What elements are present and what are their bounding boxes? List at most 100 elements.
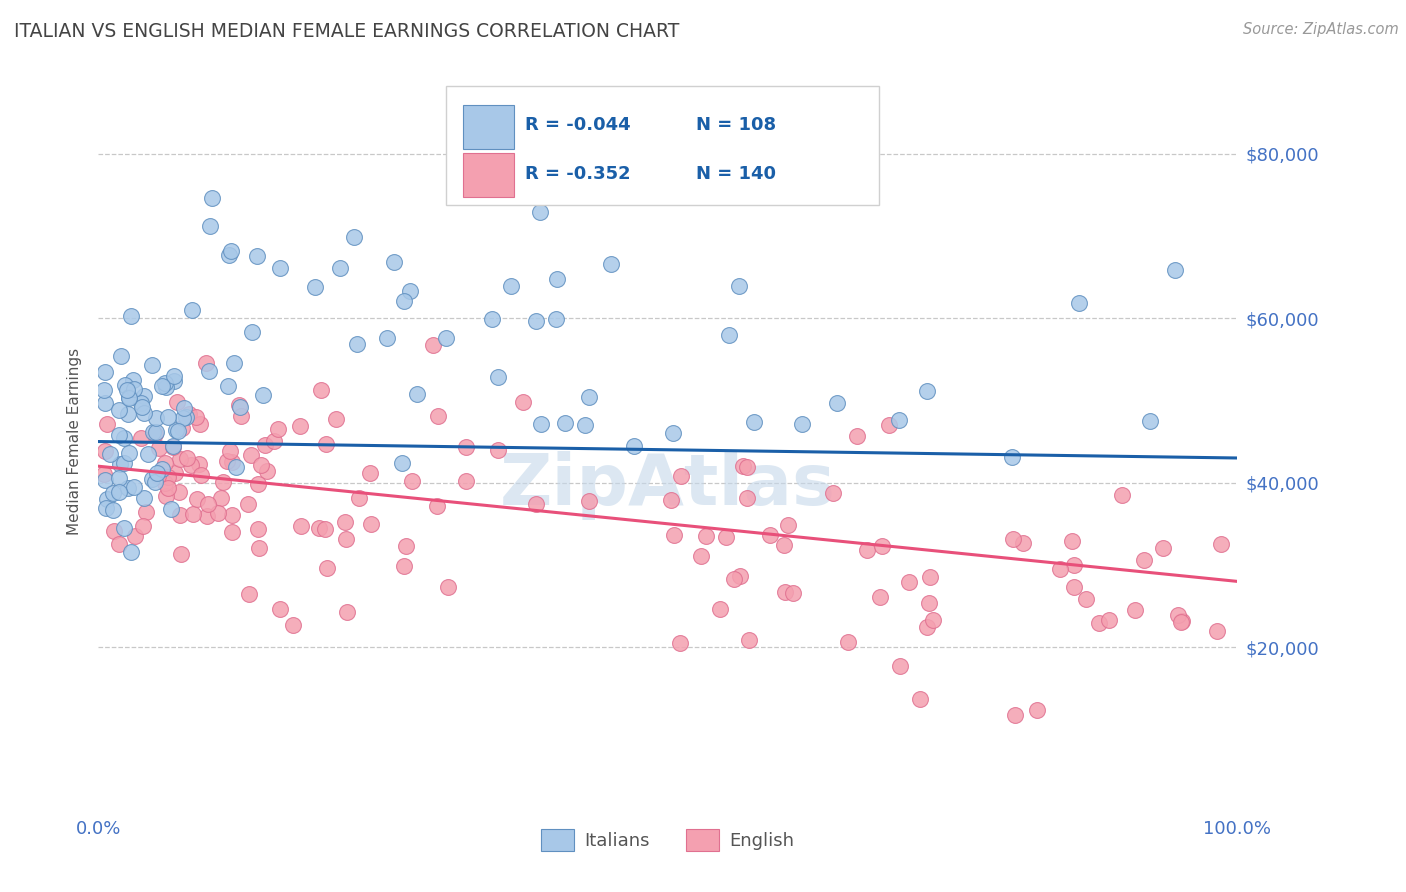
English (401, 474, 423, 488)
Italians (481, 312, 503, 326)
Italians (136, 447, 159, 461)
Italians (117, 407, 139, 421)
English (454, 441, 477, 455)
Legend: Italians, English: Italians, English (534, 822, 801, 858)
English (153, 456, 176, 470)
Italians (132, 491, 155, 506)
English (872, 539, 894, 553)
Italians (118, 390, 141, 404)
Text: R = -0.352: R = -0.352 (526, 164, 631, 183)
English (1088, 615, 1111, 630)
Italians (382, 255, 405, 269)
Italians (96, 492, 118, 507)
English (143, 427, 166, 442)
Italians (718, 327, 741, 342)
FancyBboxPatch shape (463, 153, 515, 197)
English (1171, 615, 1194, 629)
Italians (499, 278, 522, 293)
English (659, 493, 682, 508)
English (335, 532, 357, 546)
Italians (599, 257, 621, 271)
English (211, 491, 233, 505)
English (1133, 553, 1156, 567)
Italians (131, 400, 153, 414)
Text: N = 108: N = 108 (696, 117, 776, 135)
English (728, 569, 751, 583)
Italians (578, 391, 600, 405)
Italians (246, 249, 269, 263)
English (177, 407, 200, 421)
English (1025, 703, 1047, 717)
English (253, 437, 276, 451)
English (359, 467, 381, 481)
Italians (163, 368, 186, 383)
English (333, 515, 356, 529)
Italians (728, 278, 751, 293)
English (308, 521, 330, 535)
English (1062, 534, 1084, 549)
English (188, 417, 211, 431)
English (314, 522, 336, 536)
Italians (623, 439, 645, 453)
English (773, 538, 796, 552)
English (437, 580, 460, 594)
Italians (108, 484, 131, 499)
English (336, 605, 359, 619)
English (190, 468, 212, 483)
Text: ITALIAN VS ENGLISH MEDIAN FEMALE EARNINGS CORRELATION CHART: ITALIAN VS ENGLISH MEDIAN FEMALE EARNING… (14, 22, 679, 41)
English (166, 395, 188, 409)
Italians (155, 376, 177, 390)
English (1167, 607, 1189, 622)
Italians (530, 417, 553, 431)
English (146, 468, 169, 483)
Italians (141, 359, 163, 373)
Text: N = 140: N = 140 (696, 164, 776, 183)
Italians (1164, 263, 1187, 277)
Italians (217, 379, 239, 393)
English (325, 412, 347, 426)
English (129, 431, 152, 445)
Italians (218, 248, 240, 262)
Italians (198, 364, 221, 378)
English (915, 620, 938, 634)
English (360, 516, 382, 531)
English (181, 507, 204, 521)
English (782, 586, 804, 600)
English (1098, 613, 1121, 627)
English (247, 477, 270, 491)
Italians (101, 485, 124, 500)
English (422, 337, 444, 351)
English (1125, 603, 1147, 617)
Italians (115, 383, 138, 397)
Italians (145, 467, 167, 481)
English (1111, 488, 1133, 502)
English (221, 508, 243, 523)
English (1209, 537, 1232, 551)
Italians (1139, 414, 1161, 428)
English (217, 454, 239, 468)
English (846, 429, 869, 443)
English (108, 537, 131, 551)
English (188, 457, 211, 471)
Italians (399, 284, 422, 298)
English (156, 470, 179, 484)
English (153, 475, 176, 490)
Italians (132, 389, 155, 403)
English (869, 590, 891, 604)
English (709, 602, 731, 616)
Italians (346, 337, 368, 351)
Italians (103, 503, 125, 517)
Italians (224, 356, 246, 370)
Italians (486, 370, 509, 384)
Italians (917, 384, 939, 398)
Italians (180, 302, 202, 317)
Italians (554, 417, 576, 431)
English (176, 450, 198, 465)
Text: Source: ZipAtlas.com: Source: ZipAtlas.com (1243, 22, 1399, 37)
English (918, 570, 941, 584)
English (124, 529, 146, 543)
English (169, 485, 191, 500)
Italians (744, 416, 766, 430)
Italians (662, 426, 685, 441)
English (103, 524, 125, 539)
